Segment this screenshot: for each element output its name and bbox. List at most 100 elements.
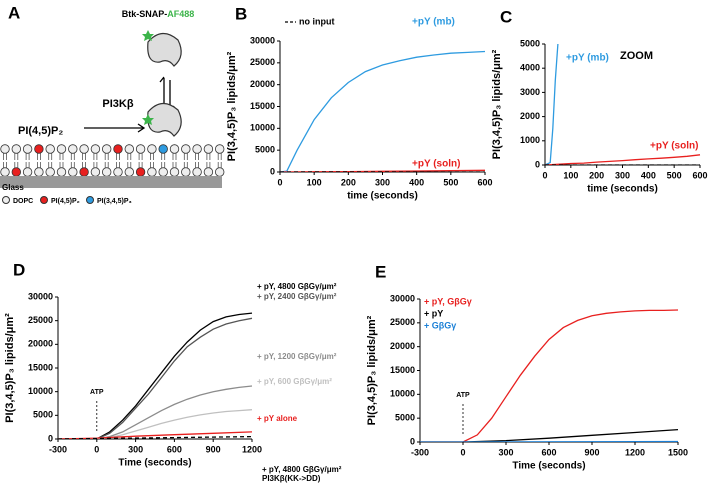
- x-tick-label: 400: [409, 177, 424, 187]
- lipid-head: [101, 144, 112, 154]
- x-tick-label: 600: [167, 444, 182, 454]
- legend-label: no input: [299, 16, 335, 26]
- lipid-tail: [3, 152, 7, 170]
- y-tick-label: 0: [410, 436, 415, 446]
- lipid-tail: [195, 152, 199, 170]
- series-line: [545, 154, 701, 165]
- lipid-head: [90, 144, 101, 154]
- lipid-head: [135, 144, 146, 154]
- lipid-head: [214, 144, 225, 154]
- legend-label: + pY: [424, 308, 443, 318]
- x-tick-label: 300: [615, 170, 630, 180]
- lipid-head: [192, 144, 202, 154]
- lipid-head: [158, 144, 168, 154]
- lipid-head: [34, 167, 44, 177]
- legend-label: + pY, GβGγ: [424, 296, 472, 306]
- series-line: [420, 309, 679, 442]
- x-tick-label: 1500: [668, 447, 688, 457]
- y-tick-label: 0: [270, 166, 275, 176]
- lipid-tail: [116, 152, 120, 170]
- x-axis-label: time (seconds): [347, 191, 418, 202]
- x-tick-label: 200: [589, 170, 604, 180]
- x-tick-label: -300: [49, 444, 67, 454]
- legend-pip3: [86, 196, 94, 204]
- dye-name: AF488: [167, 9, 194, 19]
- y-tick-label: 25000: [250, 57, 275, 67]
- lipid-head: [79, 144, 89, 154]
- y-tick-label: 4000: [520, 63, 540, 73]
- y-tick-label: 15000: [390, 365, 415, 375]
- glass: [0, 176, 222, 188]
- series-line: [280, 169, 486, 172]
- lipid-head: [169, 144, 180, 154]
- y-axis-label: PI(3,4,5)P₃ lipids/μm²: [226, 51, 238, 161]
- y-tick-label: 15000: [28, 362, 53, 372]
- series-label: +pY (mb): [566, 53, 609, 64]
- x-tick-label: 600: [692, 170, 707, 180]
- y-tick-label: 10000: [28, 386, 53, 396]
- equilibrium-arrows: [159, 76, 175, 112]
- legend-pip2: [40, 196, 48, 204]
- x-tick-label: 300: [498, 447, 513, 457]
- lipid-head: [214, 167, 225, 177]
- reaction-arrow: [84, 123, 146, 133]
- series-line: [58, 385, 253, 439]
- lipid-head: [45, 144, 55, 154]
- lipid-tail: [104, 152, 109, 170]
- y-tick-label: 20000: [28, 339, 53, 349]
- lipid-head: [147, 144, 157, 154]
- lipid-tail: [206, 152, 211, 170]
- lipid-tail: [217, 152, 222, 170]
- lipid-tail: [138, 152, 143, 170]
- lipid-head: [11, 144, 21, 154]
- panel-label: A: [8, 3, 20, 22]
- y-tick-label: 2000: [520, 111, 540, 121]
- lipid-head: [169, 167, 180, 177]
- x-axis-label: Time (seconds): [118, 458, 191, 469]
- y-tick-label: 1000: [520, 135, 540, 145]
- y-tick-label: 5000: [33, 410, 53, 420]
- x-tick-label: 1200: [242, 444, 262, 454]
- lipid-tail: [59, 152, 64, 170]
- series-label: + pY, 4800 GβGγ/μm²: [257, 282, 337, 291]
- y-tick-label: 10000: [390, 389, 415, 399]
- x-tick-label: 500: [443, 177, 458, 187]
- lipid-tail: [82, 152, 86, 170]
- dye-star: [142, 30, 154, 41]
- series-line: [58, 312, 253, 439]
- panel-label: E: [375, 262, 386, 281]
- lipid-tail: [70, 152, 75, 170]
- lipid-head: [56, 167, 67, 177]
- y-tick-label: 0: [535, 159, 540, 169]
- legend-label: DOPC: [13, 198, 33, 205]
- x-tick-label: 400: [641, 170, 656, 180]
- y-tick-label: 3000: [520, 87, 540, 97]
- y-tick-label: 30000: [390, 293, 415, 303]
- series-label: + pY, 2400 GβGγ/μm²: [257, 292, 337, 301]
- x-tick-label: 300: [128, 444, 143, 454]
- x-tick-label: 1200: [625, 447, 645, 457]
- lipid-head: [22, 144, 33, 154]
- y-tick-label: 15000: [250, 101, 275, 111]
- x-tick-label: -300: [411, 447, 429, 457]
- series-line: [420, 440, 679, 442]
- panel-label: C: [500, 7, 512, 26]
- membrane: [0, 144, 225, 177]
- lipid-head: [79, 167, 89, 177]
- lipid-head: [192, 167, 202, 177]
- y-tick-label: 20000: [250, 79, 275, 89]
- y-tick-label: 5000: [520, 38, 540, 48]
- lipid-head: [203, 144, 214, 154]
- lipid-head: [11, 167, 21, 177]
- series-line: [545, 43, 559, 165]
- series-label: +pY (soln): [650, 141, 698, 152]
- y-tick-label: 10000: [250, 123, 275, 133]
- x-tick-label: 0: [277, 177, 282, 187]
- lipid-head: [68, 144, 78, 154]
- lipid-head: [181, 167, 191, 177]
- series-line: [58, 431, 253, 439]
- y-axis-label: PI(3,4,5)P₃ lipids/μm²: [491, 49, 503, 159]
- annotation-label: ZOOM: [620, 50, 653, 62]
